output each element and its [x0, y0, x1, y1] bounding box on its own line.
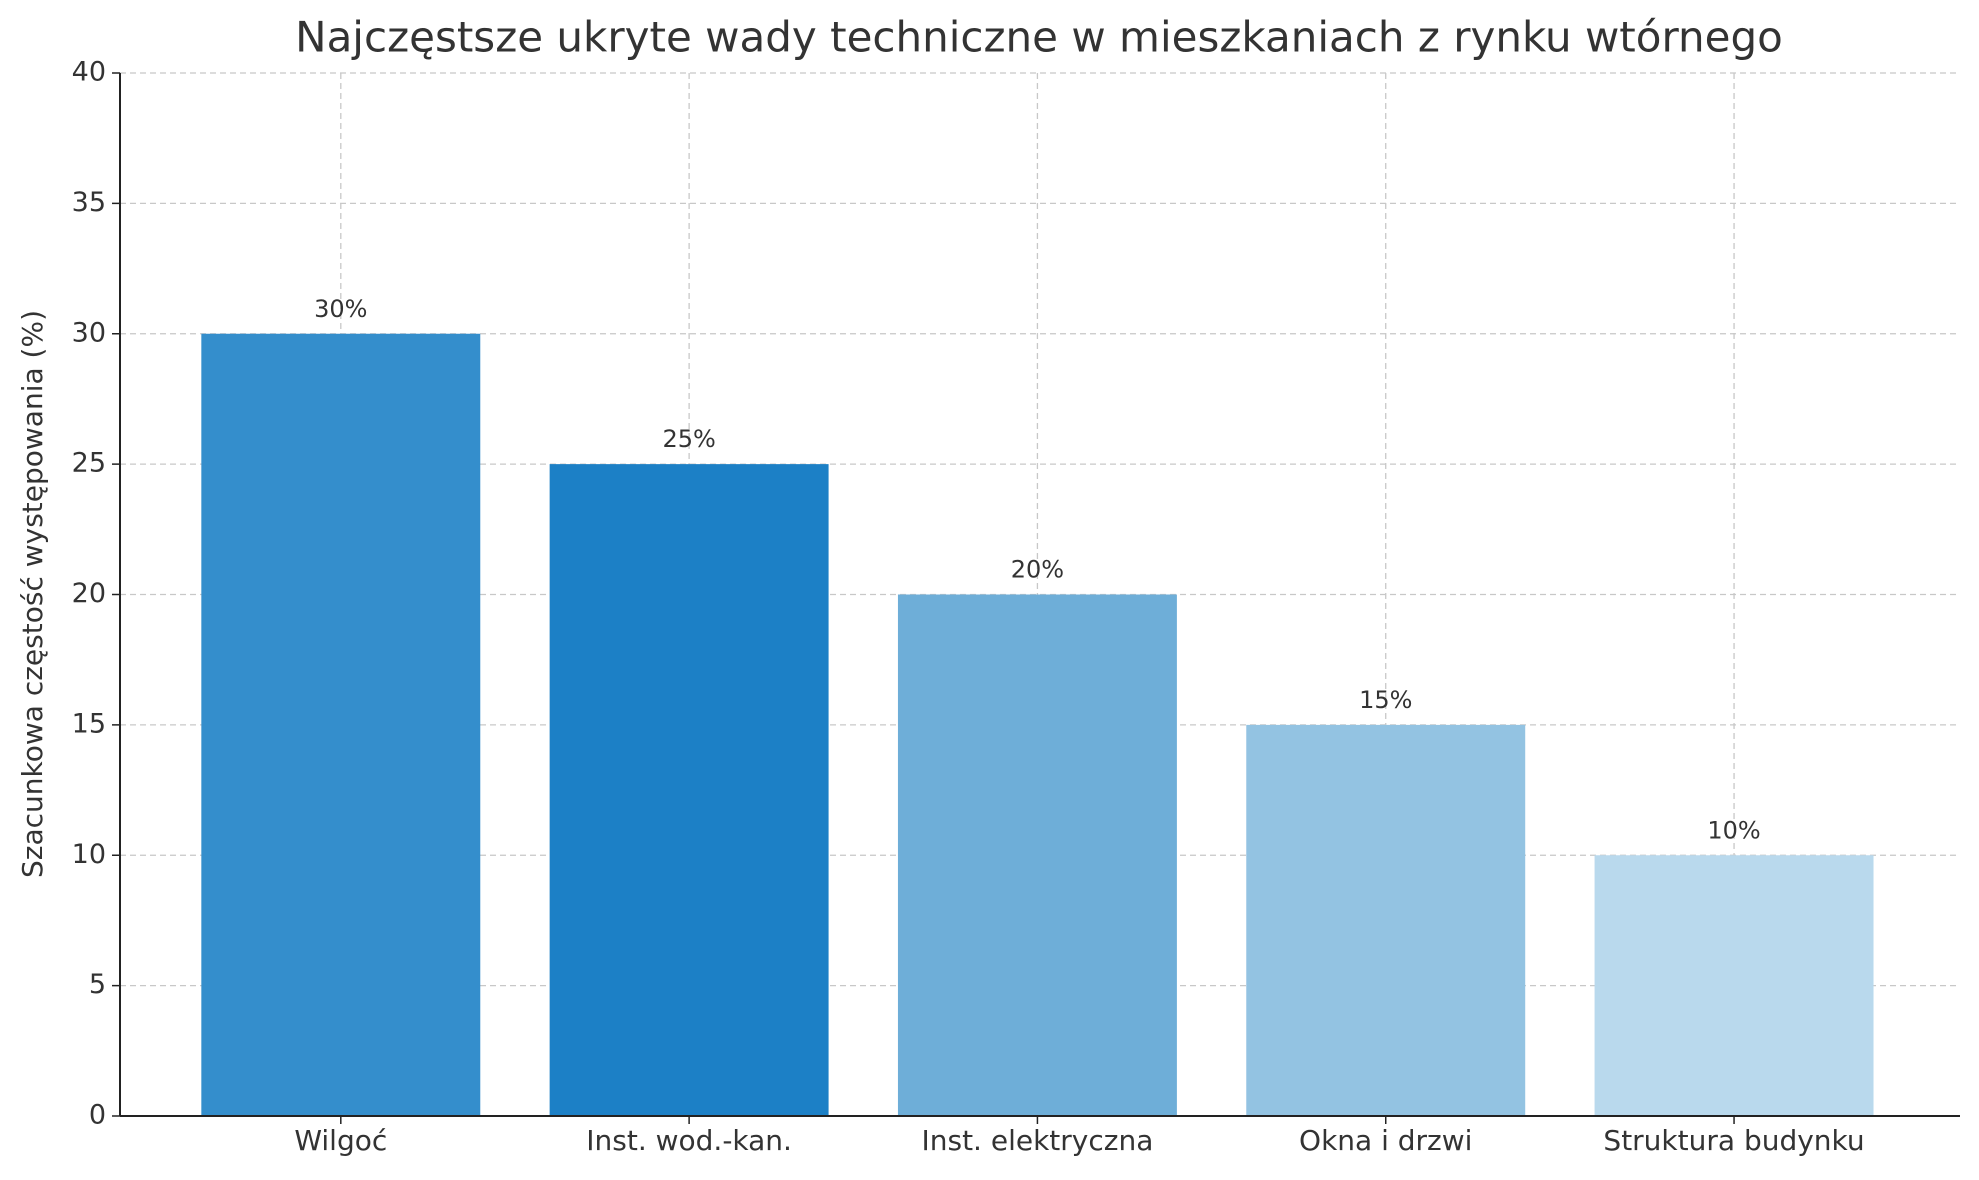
y-tick-label: 20	[72, 578, 106, 609]
y-tick-label: 30	[72, 317, 106, 348]
value-label: 10%	[1707, 816, 1760, 844]
y-tick-label: 0	[89, 1100, 106, 1131]
y-axis-label: Szacunkowa częstość występowania (%)	[16, 310, 49, 878]
bar	[1594, 855, 1874, 1116]
y-tick-label: 15	[72, 708, 106, 739]
value-label: 20%	[1011, 556, 1064, 584]
bar	[549, 464, 829, 1116]
x-tick-label: Struktura budynku	[1603, 1124, 1864, 1157]
x-tick-label: Inst. wod.-kan.	[586, 1124, 792, 1157]
bar	[1246, 724, 1526, 1116]
bar	[897, 594, 1177, 1116]
chart-title: Najczęstsze ukryte wady techniczne w mie…	[295, 13, 1783, 62]
bar	[201, 333, 481, 1116]
y-tick-label: 10	[72, 839, 106, 870]
value-label: 25%	[662, 425, 715, 453]
value-label: 15%	[1359, 686, 1412, 714]
y-tick-label: 40	[72, 57, 106, 88]
value-label: 30%	[314, 295, 367, 323]
y-tick-label: 35	[72, 187, 106, 218]
y-tick-label: 5	[89, 969, 106, 1000]
x-tick-label: Wilgoć	[294, 1124, 387, 1157]
x-tick-label: Okna i drzwi	[1299, 1124, 1472, 1157]
x-tick-label: Inst. elektryczna	[921, 1124, 1153, 1157]
y-tick-label: 25	[72, 448, 106, 479]
